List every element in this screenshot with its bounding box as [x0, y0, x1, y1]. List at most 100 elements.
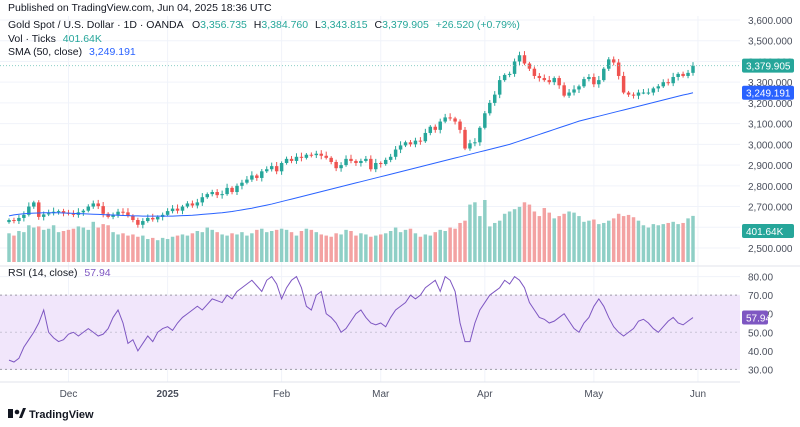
volume-bar	[374, 235, 378, 262]
volume-bar	[661, 224, 665, 262]
candle-body	[349, 158, 353, 161]
volume-bar	[681, 222, 685, 262]
candle-body	[136, 220, 140, 225]
volume-bar	[403, 229, 408, 262]
candle-body	[433, 126, 437, 130]
volume-bar	[289, 232, 294, 262]
volume-bar	[388, 231, 393, 262]
candle-body	[126, 212, 130, 216]
candle-body	[374, 163, 378, 170]
volume-bar	[631, 217, 636, 262]
volume-bar	[602, 222, 606, 262]
svg-text:3,249.191: 3,249.191	[746, 89, 791, 100]
volume-bar	[641, 225, 646, 262]
volume-bar	[691, 215, 695, 262]
volume-bar	[354, 235, 358, 262]
candle-body	[552, 78, 556, 83]
candle-body	[205, 194, 209, 198]
open-value: 3,356.735	[200, 19, 247, 31]
tradingview-logo-icon	[8, 408, 26, 418]
time-tick-label: Jun	[690, 389, 706, 400]
volume-bar	[151, 237, 155, 262]
volume-bar	[319, 234, 323, 262]
volume-bar	[324, 235, 328, 262]
time-tick-label: 2025	[156, 389, 179, 400]
rsi-tick-label: 70.00	[748, 291, 773, 302]
volume-bar	[61, 231, 66, 262]
candle-body	[294, 156, 299, 161]
candle-body	[557, 78, 561, 86]
candle-body	[676, 73, 680, 77]
rsi-tick-label: 40.00	[748, 347, 773, 358]
candle-body	[478, 127, 482, 143]
volume-bar	[175, 235, 180, 262]
volume-bar	[592, 219, 596, 262]
candle-body	[502, 74, 507, 81]
candle-body	[314, 153, 319, 156]
volume-bar	[507, 211, 512, 262]
candle-body	[146, 217, 150, 222]
candle-body	[602, 68, 606, 81]
high-value: 3,384.760	[261, 19, 308, 31]
volume-bar	[27, 225, 31, 262]
candle-body	[250, 175, 254, 180]
volume-bar	[106, 225, 110, 262]
volume-bar	[443, 231, 447, 262]
candle-body	[96, 203, 100, 207]
candle-body	[567, 92, 571, 96]
price-tick-label: 3,600.000	[748, 16, 793, 27]
volume-bar	[364, 234, 368, 262]
volume-bar	[398, 232, 403, 262]
candle-body	[180, 206, 185, 211]
volume-bar	[527, 204, 532, 262]
volume-bar	[572, 212, 576, 262]
volume-bar	[502, 213, 507, 262]
candle-body	[141, 221, 145, 225]
candle-body	[329, 157, 333, 162]
close-label: C	[375, 19, 383, 31]
candle-body	[37, 202, 41, 217]
candle-body	[260, 171, 264, 178]
volume-bar	[225, 235, 229, 262]
volume-bar	[359, 233, 363, 262]
volume-bar	[493, 222, 497, 262]
volume-bar	[309, 229, 314, 262]
candle-body	[265, 169, 269, 172]
main-legend: Gold Spot / U.S. Dollar · 1D · OANDA O3,…	[8, 19, 520, 31]
candle-body	[661, 82, 665, 87]
candle-body	[32, 202, 36, 207]
volume-tag: 401.64K	[742, 224, 794, 238]
candle-body	[463, 129, 467, 149]
candle-body	[170, 208, 175, 212]
volume-bar	[334, 233, 338, 262]
candle-body	[686, 72, 690, 76]
volume-bar	[497, 220, 502, 262]
volume-bar	[607, 220, 611, 262]
volume-bar	[200, 232, 205, 262]
candle-body	[408, 142, 413, 145]
candle-body	[438, 121, 442, 130]
volume-bar	[616, 213, 621, 262]
candle-body	[215, 192, 219, 196]
candle-body	[240, 182, 244, 186]
candle-body	[458, 121, 462, 130]
volume-bar	[587, 220, 591, 262]
volume-bar	[314, 232, 319, 262]
volume-bar	[81, 227, 86, 262]
candle-body	[587, 77, 591, 80]
volume-bar	[165, 239, 170, 262]
volume-bar	[245, 235, 249, 262]
volume-bar	[279, 228, 284, 262]
candle-body	[577, 86, 581, 90]
volume-bar	[12, 235, 16, 262]
candle-body	[493, 94, 497, 103]
volume-bar	[190, 233, 195, 262]
candle-body	[165, 211, 170, 215]
volume-bar	[111, 232, 115, 262]
volume-bar	[552, 218, 556, 262]
volume-bar	[71, 228, 76, 262]
candle-body	[379, 163, 383, 165]
candle-body	[344, 158, 348, 166]
volume-bar	[255, 229, 259, 262]
